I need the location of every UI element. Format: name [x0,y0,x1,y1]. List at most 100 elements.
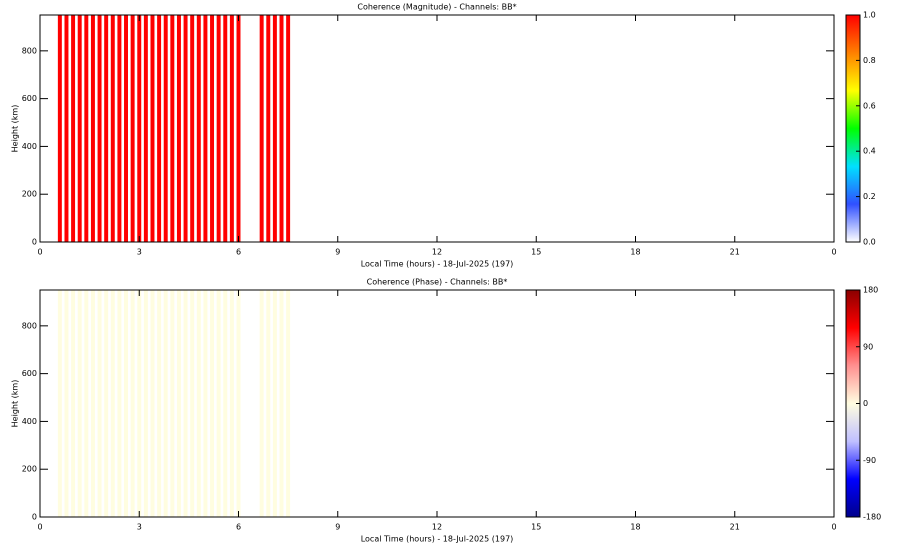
y-tick-label: 0 [32,513,37,522]
data-stripe [143,15,148,242]
data-stripe [286,290,291,517]
data-stripe [203,15,208,242]
data-stripe [176,15,181,242]
data-stripe [124,15,129,242]
y-tick-label: 200 [22,190,37,199]
data-stripe [90,290,95,517]
chart-title: Coherence (Magnitude) - Channels: BB* [357,3,516,12]
y-tick-label: 0 [32,238,37,247]
y-axis-label: Height (km) [11,105,20,153]
data-stripe [190,290,195,517]
data-stripe [163,290,168,517]
data-stripe [279,15,284,242]
x-tick-label: 0 [831,248,836,257]
data-stripe [124,290,129,517]
data-stripe [77,290,82,517]
data-stripe [203,290,208,517]
colorbar [845,14,861,243]
data-stripe [104,290,109,517]
x-tick-label: 9 [335,523,340,532]
data-stripe [236,15,241,242]
data-stripe [279,290,284,517]
data-stripe [117,15,122,242]
data-stripe [266,15,271,242]
data-stripe [272,290,277,517]
chart-title: Coherence (Phase) - Channels: BB* [367,278,508,287]
data-stripe [150,15,155,242]
data-stripe [150,290,155,517]
colorbar-tick-label: 0.0 [863,238,876,247]
data-stripe [216,15,221,242]
x-tick-label: 12 [432,523,442,532]
colorbar-tick-label: 1.0 [863,11,876,20]
data-stripe [176,290,181,517]
data-stripe [77,15,82,242]
x-tick-label: 18 [630,523,640,532]
colorbar-tick-label: 0.6 [863,101,876,110]
x-tick-label: 15 [531,523,541,532]
data-stripe [110,290,115,517]
x-tick-label: 21 [730,523,740,532]
colorbar-tick-label: 0.8 [863,56,876,65]
colorbar-tick-label: 0.2 [863,192,876,201]
y-tick-label: 800 [22,46,37,55]
data-stripe [143,290,148,517]
data-stripe [90,15,95,242]
colorbar-tick-label: 0 [863,399,868,408]
data-stripe [229,290,234,517]
colorbar-tick-label: -180 [863,513,881,522]
y-tick-label: 200 [22,465,37,474]
x-tick-label: 12 [432,248,442,257]
data-stripe [259,290,264,517]
data-stripe [183,290,188,517]
data-stripe [110,15,115,242]
data-stripe [286,15,291,242]
x-tick-label: 3 [137,248,142,257]
x-tick-label: 0 [831,523,836,532]
x-tick-label: 21 [730,248,740,257]
data-stripe [117,290,122,517]
data-stripe [84,290,89,517]
y-axis-label: Height (km) [11,380,20,428]
x-tick-label: 18 [630,248,640,257]
data-stripe [183,15,188,242]
x-tick-label: 3 [137,523,142,532]
data-stripe [71,15,76,242]
data-stripe [57,290,62,517]
x-tick-label: 9 [335,248,340,257]
data-stripe [236,290,241,517]
y-tick-label: 600 [22,369,37,378]
data-stripe [130,290,135,517]
data-stripe [84,15,89,242]
data-stripe [104,15,109,242]
data-stripe [57,15,62,242]
colorbar-tick-label: 180 [863,286,878,295]
data-stripe [223,290,228,517]
data-stripe [196,290,201,517]
data-stripe [272,15,277,242]
data-stripe [259,15,264,242]
x-tick-label: 15 [531,248,541,257]
data-stripe [163,15,168,242]
x-tick-label: 6 [236,523,241,532]
data-stripe [71,290,76,517]
data-stripe [130,15,135,242]
y-tick-label: 600 [22,94,37,103]
data-stripe [157,290,162,517]
colorbar-tick-label: 90 [863,342,873,351]
data-stripe [97,290,102,517]
data-stripe [266,290,271,517]
data-stripe [190,15,195,242]
x-tick-label: 0 [37,248,42,257]
data-stripe [216,290,221,517]
data-stripe [137,290,142,517]
x-axis-label: Local Time (hours) - 18-Jul-2025 (197) [361,535,514,544]
data-stripe [157,15,162,242]
colorbar-tick-label: -90 [863,456,876,465]
x-tick-label: 0 [37,523,42,532]
data-stripe [97,15,102,242]
y-tick-label: 400 [22,417,37,426]
data-stripe [137,15,142,242]
data-stripe [64,15,69,242]
data-stripe [229,15,234,242]
